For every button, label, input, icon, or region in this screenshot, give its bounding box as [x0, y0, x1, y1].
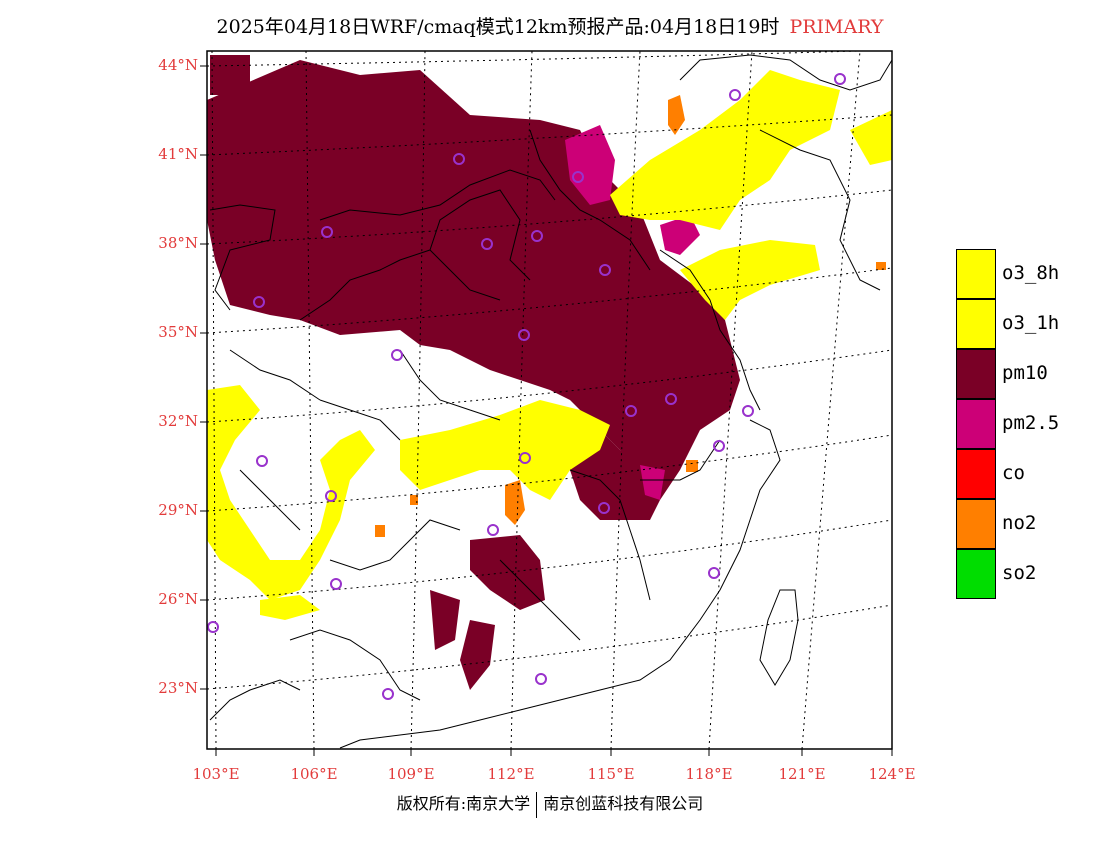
legend-swatch — [956, 399, 996, 449]
legend-swatch — [956, 499, 996, 549]
no2-patch-1 — [505, 480, 525, 525]
legend-item-o3-8h: o3_8h — [956, 249, 1096, 299]
lon-label-112e: 112°E — [487, 765, 535, 783]
legend-item-pm25: pm2.5 — [956, 399, 1096, 449]
pm25-patch-3 — [640, 465, 665, 500]
o3-region-south — [260, 595, 320, 620]
legend-item-pm10: pm10 — [956, 349, 1096, 399]
lon-label-124e: 124°E — [868, 765, 916, 783]
title-primary-tag: PRIMARY — [789, 16, 884, 38]
legend-label: pm10 — [1002, 362, 1048, 384]
footer-divider — [536, 791, 538, 818]
pm25-patch-1 — [565, 125, 615, 205]
o3-region-southwest — [207, 385, 375, 600]
lon-label-118e: 118°E — [685, 765, 733, 783]
legend-label: o3_1h — [1002, 312, 1060, 334]
o3-region-northeast — [610, 70, 840, 230]
footer-copyright-right: 南京创蓝科技有限公司 — [543, 794, 704, 813]
legend-swatch — [956, 549, 996, 599]
pm25-patch-2 — [660, 215, 700, 255]
lon-label-106e: 106°E — [290, 765, 338, 783]
lat-label-32n: 32°N — [158, 412, 198, 430]
lat-label-44n: 44°N — [158, 56, 198, 74]
lat-label-23n: 23°N — [158, 679, 198, 697]
title-main: 2025年04月18日WRF/cmaq模式12km预报产品:04月18日19时 — [216, 16, 780, 38]
pollutant-legend: o3_8h o3_1h pm10 pm2.5 co no2 so2 — [956, 249, 1096, 599]
lon-label-103e: 103°E — [192, 765, 240, 783]
legend-swatch — [956, 449, 996, 499]
copyright-footer: 版权所有:南京大学 南京创蓝科技有限公司 — [0, 790, 1100, 818]
o3-region-central — [400, 400, 610, 500]
lon-label-109e: 109°E — [387, 765, 435, 783]
no2-patch-2 — [668, 95, 685, 135]
legend-item-o3-1h: o3_1h — [956, 299, 1096, 349]
legend-swatch — [956, 249, 996, 299]
legend-item-so2: so2 — [956, 549, 1096, 599]
lon-label-121e: 121°E — [778, 765, 826, 783]
lat-label-41n: 41°N — [158, 145, 198, 163]
pm10-region-south-3 — [430, 590, 460, 650]
lat-label-29n: 29°N — [158, 501, 198, 519]
legend-swatch — [956, 349, 996, 399]
lat-label-26n: 26°N — [158, 590, 198, 608]
legend-label: no2 — [1002, 512, 1037, 534]
footer-copyright-left: 版权所有:南京大学 — [396, 794, 531, 813]
legend-label: co — [1002, 462, 1025, 484]
legend-swatch — [956, 299, 996, 349]
lon-label-115e: 115°E — [587, 765, 635, 783]
pm10-region-north — [207, 60, 740, 500]
legend-item-no2: no2 — [956, 499, 1096, 549]
pm10-region-south-2 — [460, 620, 495, 690]
lat-label-38n: 38°N — [158, 234, 198, 252]
legend-item-co: co — [956, 449, 1096, 499]
map-title: 2025年04月18日WRF/cmaq模式12km预报产品:04月18日19时 P… — [0, 12, 1100, 39]
legend-label: o3_8h — [1002, 262, 1060, 284]
lat-label-35n: 35°N — [158, 323, 198, 341]
o3-region-coast — [850, 110, 892, 165]
o3-region-east — [680, 240, 820, 320]
legend-label: so2 — [1002, 562, 1037, 584]
legend-label: pm2.5 — [1002, 412, 1060, 434]
